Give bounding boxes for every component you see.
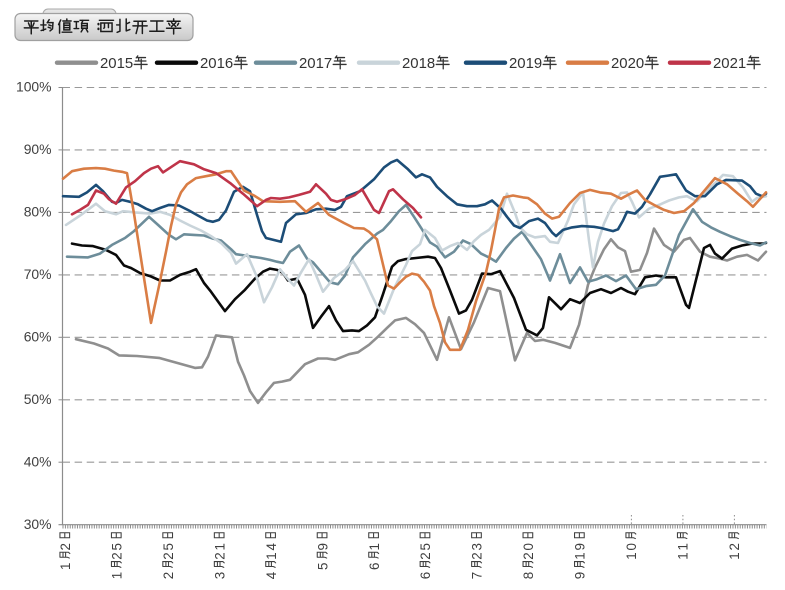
svg-text:1: 1 <box>676 543 691 550</box>
svg-text:100%: 100% <box>16 79 52 95</box>
svg-text:2: 2 <box>727 543 742 550</box>
svg-text:2017: 2017 <box>299 56 332 72</box>
svg-text:2015: 2015 <box>100 56 133 72</box>
svg-text:40%: 40% <box>24 453 52 469</box>
svg-text:2: 2 <box>212 552 227 559</box>
svg-text:30%: 30% <box>24 516 52 532</box>
svg-text:80%: 80% <box>24 204 52 220</box>
svg-text:9: 9 <box>573 543 588 550</box>
svg-text:1: 1 <box>676 552 691 559</box>
svg-text:1: 1 <box>367 543 382 550</box>
svg-text:50%: 50% <box>24 391 52 407</box>
svg-text:3: 3 <box>212 572 227 579</box>
svg-text:2021: 2021 <box>713 56 746 72</box>
svg-text:2: 2 <box>521 552 536 559</box>
svg-text:6: 6 <box>367 563 382 570</box>
svg-text:7: 7 <box>470 572 485 579</box>
svg-text:70%: 70% <box>24 266 52 282</box>
svg-text:5: 5 <box>418 543 433 550</box>
svg-text:5: 5 <box>315 563 330 570</box>
svg-text:1: 1 <box>212 543 227 550</box>
svg-text:3: 3 <box>470 543 485 550</box>
svg-text:9: 9 <box>573 572 588 579</box>
svg-text:1: 1 <box>264 552 279 559</box>
svg-text:6: 6 <box>418 572 433 579</box>
svg-text:0: 0 <box>521 543 536 550</box>
svg-text:1: 1 <box>573 552 588 559</box>
svg-text:9: 9 <box>315 543 330 550</box>
svg-text:8: 8 <box>521 572 536 579</box>
svg-text:2: 2 <box>470 552 485 559</box>
svg-text:1: 1 <box>727 552 742 559</box>
svg-text:1: 1 <box>110 572 125 579</box>
svg-text:0: 0 <box>624 543 639 550</box>
svg-text:2: 2 <box>418 552 433 559</box>
svg-text:60%: 60% <box>24 328 52 344</box>
svg-text:5: 5 <box>161 543 176 550</box>
svg-text:2016: 2016 <box>200 56 233 72</box>
svg-text:2: 2 <box>58 543 73 550</box>
svg-text:4: 4 <box>264 543 279 551</box>
svg-text:90%: 90% <box>24 141 52 157</box>
svg-text:2: 2 <box>110 552 125 559</box>
svg-text:1: 1 <box>58 563 73 570</box>
svg-text:2019: 2019 <box>509 56 542 72</box>
svg-text:4: 4 <box>264 571 279 579</box>
svg-text:2: 2 <box>161 552 176 559</box>
svg-text:2: 2 <box>161 572 176 579</box>
svg-text:2020: 2020 <box>611 56 644 72</box>
svg-text:5: 5 <box>110 543 125 550</box>
svg-text:2018: 2018 <box>402 56 435 72</box>
svg-text:1: 1 <box>624 552 639 559</box>
